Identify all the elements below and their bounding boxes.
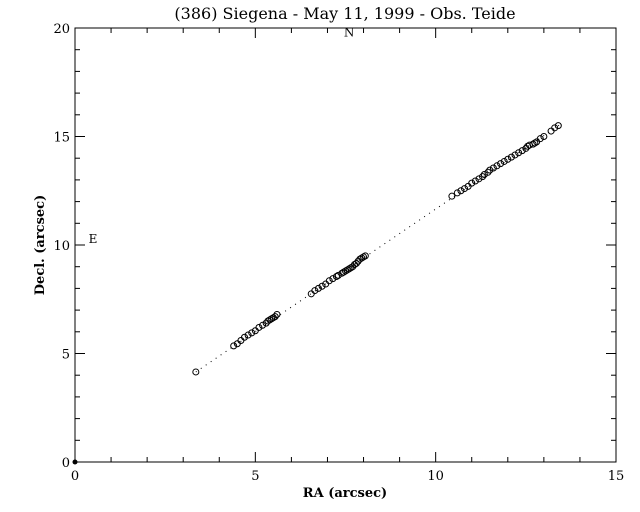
annotation-e: E [89,232,98,246]
data-point [554,122,562,130]
data-point [457,187,465,195]
data-point [266,316,274,324]
data-point [237,336,245,344]
data-point [529,140,537,148]
data-point [259,321,267,329]
data-point [518,147,526,155]
data-point [358,254,366,262]
data-point [507,153,515,161]
data-point [311,287,319,295]
data-point [504,155,512,163]
y-tick-label: 5 [62,348,70,363]
axis-tick-labels: 0 5 10 15 0 5 10 15 20 [53,22,624,484]
data-point [448,192,456,200]
data-point [255,323,263,331]
data-point [489,164,497,172]
y-tick-label: 0 [62,456,70,471]
data-point [500,157,508,165]
data-point [273,310,281,318]
data-point [551,124,559,132]
data-point [515,149,523,157]
data-point [486,166,494,174]
data-point [361,252,369,260]
data-point [511,151,519,159]
data-point [471,177,479,185]
y-tick-label: 10 [53,239,70,254]
data-point [248,329,256,337]
data-point [230,342,238,350]
data-point [271,313,279,321]
data-point [484,168,492,176]
data-point [241,333,249,341]
data-point [536,135,544,143]
data-point [479,173,487,181]
x-axis-label: RA (arcsec) [303,486,387,501]
y-tick-label: 20 [53,22,70,37]
data-point [531,139,539,147]
data-point [244,331,252,339]
data-point [352,259,360,267]
data-point [314,284,322,292]
data-point [192,368,200,376]
chart-title: (386) Siegena - May 11, 1999 - Obs. Teid… [174,4,515,23]
x-tick-label: 5 [251,469,259,484]
annotations: NE [89,26,355,246]
data-point [334,271,342,279]
plot-frame [74,27,617,463]
data-points [72,122,562,465]
fit-line-group [195,124,561,373]
data-point [547,127,555,135]
data-point [497,160,505,168]
data-point [345,265,353,273]
data-point [307,290,315,298]
fit-line [195,124,561,373]
data-point [453,189,461,197]
data-point [461,185,469,193]
data-point [325,277,333,285]
data-point [264,317,272,325]
x-tick-label: 10 [427,469,444,484]
data-point [340,268,348,276]
x-tick-label: 0 [71,469,79,484]
data-point [468,179,476,187]
data-point [318,282,326,290]
data-point [332,272,340,280]
data-point [475,175,483,183]
data-point [343,266,351,274]
y-tick-label: 15 [53,131,70,146]
axis-ticks [74,27,617,463]
data-point [360,253,368,261]
data-point [268,315,276,323]
data-point [356,255,364,263]
data-point [540,133,548,140]
origin-point [72,459,78,465]
data-point [342,267,349,275]
data-point [493,162,501,170]
x-tick-label: 15 [608,469,625,484]
data-point [480,170,488,178]
annotation-n: N [344,26,355,40]
data-point [338,269,346,277]
y-axis-label: Decl. (arcsec) [33,195,48,295]
data-point [329,275,337,283]
